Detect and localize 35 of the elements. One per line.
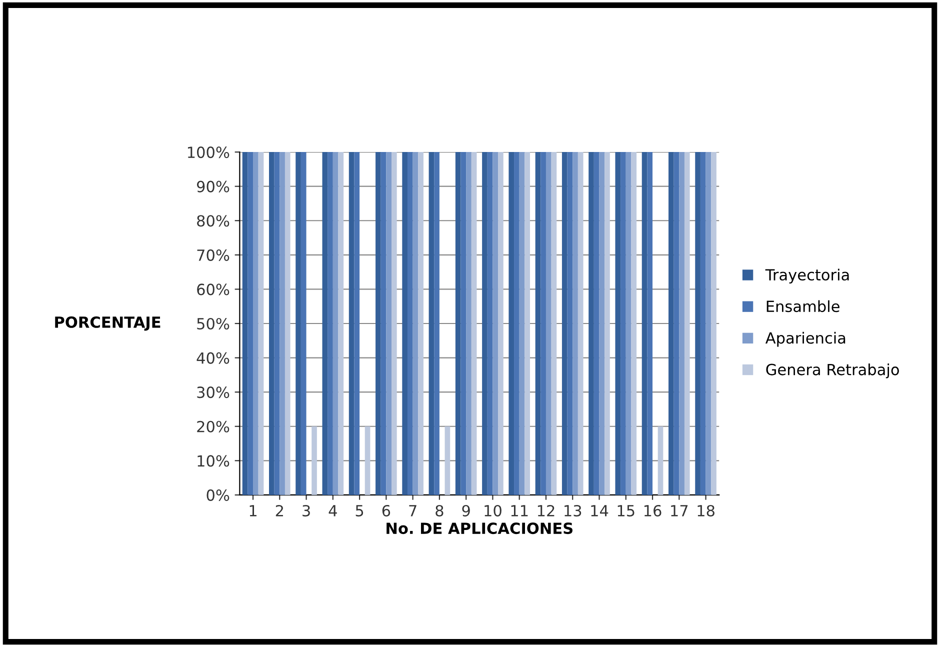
y-tick-label: 50% [197,318,230,330]
x-tick-label: 8 [436,504,444,517]
legend-label: Genera Retrabajo [766,363,899,378]
y-axis-title: PORCENTAJE [55,316,160,331]
x-tick-label: 16 [644,504,662,517]
x-tick-label: 18 [698,504,714,517]
x-tick-label: 14 [591,505,608,516]
x-tick-label: 9 [462,504,470,517]
x-tick-label: 7 [409,505,416,516]
x-tick-label: 15 [618,505,634,517]
x-tick-label: 12 [538,504,554,516]
legend-label: Trayectoria [765,268,849,284]
y-tick-label: 40% [196,352,230,364]
y-tick-label: 70% [197,249,230,261]
x-tick-label: 3 [302,504,310,517]
legend-label: Ensamble [766,300,840,312]
x-tick-label: 1 [250,505,256,516]
y-tick-label: 0% [206,489,230,501]
x-tick-label: 11 [511,505,528,516]
x-tick-label: 4 [328,505,337,516]
x-tick-label: 17 [671,505,688,516]
x-tick-label: 6 [382,504,390,517]
y-tick-label: 80% [197,215,230,227]
y-tick-label: 30% [197,386,230,398]
y-tick-label: 60% [197,284,230,296]
x-axis-title: No. DE APLICACIONES [386,522,572,534]
x-tick-label: 2 [276,504,283,516]
y-tick-label: 90% [196,180,230,192]
x-tick-label: 13 [564,504,582,517]
x-tick-label: 5 [356,505,364,517]
legend-label: Apariencia [765,332,846,347]
y-tick-label: 100% [188,146,230,158]
y-tick-label: 20% [197,420,230,432]
y-tick-label: 10% [198,455,230,467]
x-tick-label: 10 [484,504,502,517]
